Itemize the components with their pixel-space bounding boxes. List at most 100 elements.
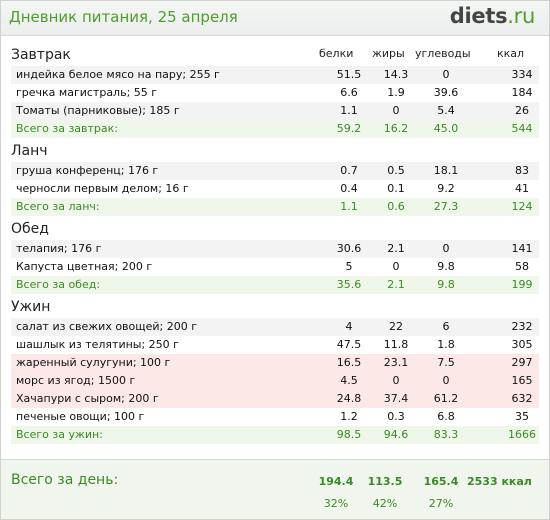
meal-total-row: Всего за ужин: 98.5 94.6 83.3 1666 (11, 426, 539, 444)
food-name: Томаты (парниковые); 185 г (16, 104, 180, 117)
value-c: 0 (442, 242, 450, 255)
food-name: Капуста цветная; 200 г (16, 260, 153, 273)
col-header-carbs: углеводы (415, 47, 471, 60)
col-header-kcal: ккал (497, 47, 525, 60)
food-row[interactable]: Томаты (парниковые); 185 г 1.1 0 5.4 26 (11, 102, 539, 120)
food-name: печеные овощи; 100 г (16, 410, 145, 423)
day-total: Всего за день: 194.4 113.5 165.4 2533 кк… (1, 459, 549, 519)
logo-suffix: .ru (507, 4, 535, 28)
value-k: 199 (511, 278, 533, 291)
value-c: 7.5 (437, 356, 455, 369)
value-c: 0 (442, 374, 450, 387)
value-k: 334 (511, 68, 533, 81)
value-p: 4.5 (340, 374, 358, 387)
site-logo[interactable]: diets.ru (449, 4, 536, 28)
value-c: 1.8 (437, 338, 455, 351)
food-row[interactable]: салат из свежих овощей; 200 г 4 22 6 232 (11, 318, 539, 336)
value-k: 41 (515, 182, 529, 195)
value-c: 9.2 (437, 182, 455, 195)
value-f: 14.3 (383, 68, 409, 81)
food-row[interactable]: телапия; 176 г 30.6 2.1 0 141 (11, 240, 539, 258)
food-name: черносли первым делом; 16 г (16, 182, 189, 195)
value-c: 18.1 (433, 164, 459, 177)
day-total-label: Всего за день: (11, 472, 119, 488)
meal-total-row: Всего за завтрак: 59.2 16.2 45.0 544 (11, 120, 539, 138)
value-k: 26 (515, 104, 529, 117)
food-row[interactable]: Хачапури с сыром; 200 г 24.8 37.4 61.2 632 (11, 390, 539, 408)
food-name: телапия; 176 г (16, 242, 102, 255)
value-c: 27.3 (433, 200, 459, 213)
value-p: 16.5 (336, 356, 362, 369)
food-name: шашлык из телятины; 250 г (16, 338, 179, 351)
value-k: 544 (511, 122, 533, 135)
value-p: 51.5 (336, 68, 362, 81)
meal-total-row: Всего за обед: 35.6 2.1 9.8 199 (11, 276, 539, 294)
day-carbs: 165.4 (423, 475, 459, 488)
value-p: 5 (345, 260, 353, 273)
food-row[interactable]: гречка магистраль; 55 г 6.6 1.9 39.6 184 (11, 84, 539, 102)
meal-title: Обед (11, 221, 49, 237)
col-header-protein: белки (319, 47, 354, 60)
value-c: 6.8 (437, 410, 455, 423)
meal-total-label: Всего за ужин: (16, 428, 103, 441)
value-c: 45.0 (433, 122, 459, 135)
header: Дневник питания, 25 апреля diets.ru (1, 1, 549, 36)
value-f: 1.9 (387, 86, 405, 99)
value-k: 632 (511, 392, 533, 405)
value-p: 35.6 (336, 278, 362, 291)
value-f: 23.1 (383, 356, 409, 369)
value-k: 305 (511, 338, 533, 351)
value-f: 2.1 (387, 242, 405, 255)
value-f: 0.5 (387, 164, 405, 177)
value-f: 16.2 (383, 122, 409, 135)
food-name: гречка магистраль; 55 г (16, 86, 158, 99)
value-c: 5.4 (437, 104, 455, 117)
food-name: Хачапури с сыром; 200 г (16, 392, 159, 405)
value-c: 6 (442, 320, 450, 333)
value-k: 297 (511, 356, 533, 369)
day-carbs-pct: 27% (428, 497, 454, 510)
value-f: 0 (392, 260, 400, 273)
food-row[interactable]: жаренный сулугуни; 100 г 16.5 23.1 7.5 297 (11, 354, 539, 372)
value-p: 59.2 (336, 122, 362, 135)
value-f: 22 (389, 320, 403, 333)
page-title: Дневник питания, 25 апреля (9, 8, 238, 26)
value-f: 37.4 (383, 392, 409, 405)
food-row[interactable]: шашлык из телятины; 250 г 47.5 11.8 1.8 305 (11, 336, 539, 354)
food-name: салат из свежих овощей; 200 г (16, 320, 198, 333)
food-row[interactable]: индейка белое мясо на пару; 255 г 51.5 14.… (11, 66, 539, 84)
value-k: 124 (511, 200, 533, 213)
meal-total-label: Всего за завтрак: (16, 122, 119, 135)
value-k: 232 (511, 320, 533, 333)
value-k: 165 (511, 374, 533, 387)
value-k: 83 (515, 164, 529, 177)
value-f: 94.6 (383, 428, 409, 441)
value-k: 1666 (508, 428, 536, 441)
value-p: 47.5 (336, 338, 362, 351)
value-p: 0.4 (340, 182, 358, 195)
meal-total-label: Всего за обед: (16, 278, 101, 291)
food-row[interactable]: Капуста цветная; 200 г 5 0 9.8 58 (11, 258, 539, 276)
value-k: 184 (511, 86, 533, 99)
value-c: 83.3 (433, 428, 459, 441)
value-c: 61.2 (433, 392, 459, 405)
value-p: 6.6 (340, 86, 358, 99)
value-f: 0 (392, 374, 400, 387)
food-row[interactable]: морс из ягод; 1500 г 4.5 0 0 165 (11, 372, 539, 390)
value-p: 1.1 (340, 200, 358, 213)
day-kcal: 2533 ккал (467, 475, 532, 488)
meal-title: Ланч (11, 143, 48, 159)
food-name: груша конференц; 176 г (16, 164, 159, 177)
food-row[interactable]: черносли первым делом; 16 г 0.4 0.1 9.2 41 (11, 180, 539, 198)
value-f: 0.1 (387, 182, 405, 195)
food-name: морс из ягод; 1500 г (16, 374, 136, 387)
food-row[interactable]: печеные овощи; 100 г 1.2 0.3 6.8 35 (11, 408, 539, 426)
food-name: жаренный сулугуни; 100 г (16, 356, 171, 369)
logo-main: diets (449, 4, 508, 28)
day-protein: 194.4 (318, 475, 354, 488)
food-name: индейка белое мясо на пару; 255 г (16, 68, 220, 81)
value-p: 1.1 (340, 104, 358, 117)
food-row[interactable]: груша конференц; 176 г 0.7 0.5 18.1 83 (11, 162, 539, 180)
value-f: 0 (392, 104, 400, 117)
